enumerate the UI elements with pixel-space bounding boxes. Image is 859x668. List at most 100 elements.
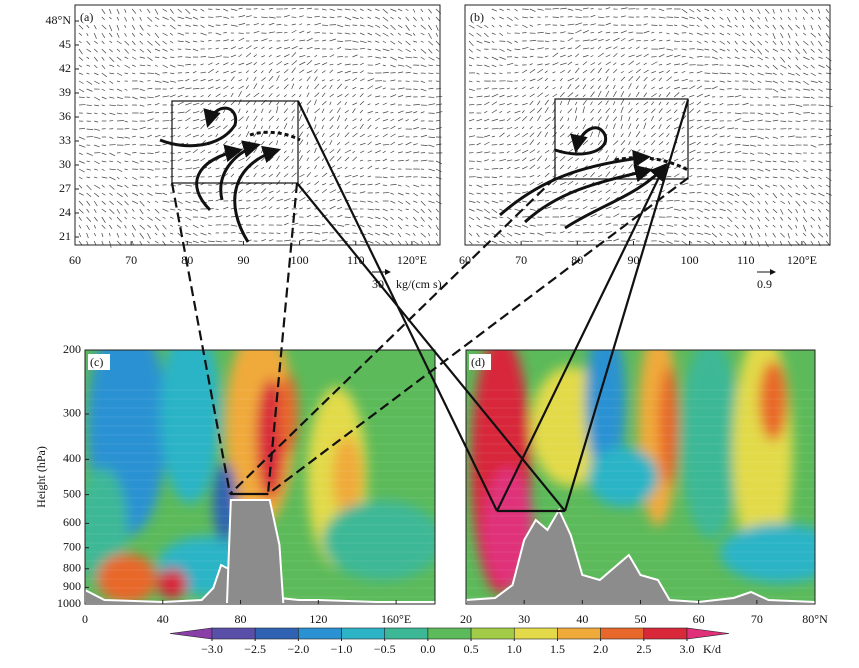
wind-vector xyxy=(116,184,123,188)
wind-vector xyxy=(359,159,364,162)
wind-vector xyxy=(537,63,543,66)
wind-vector xyxy=(719,240,724,244)
wind-vector xyxy=(390,56,397,61)
wind-vector xyxy=(772,32,776,40)
wind-vector xyxy=(291,222,299,226)
wind-vector xyxy=(491,64,497,68)
wind-vector xyxy=(727,40,731,44)
wind-vector xyxy=(299,197,306,202)
wind-vector xyxy=(321,183,327,186)
wind-vector xyxy=(544,206,552,210)
wind-vector xyxy=(336,107,341,114)
wind-vector xyxy=(314,175,318,178)
wind-vector xyxy=(468,80,473,83)
wind-vector xyxy=(390,192,394,195)
wind-vector xyxy=(215,47,219,50)
wind-vector xyxy=(636,224,643,226)
wind-vector xyxy=(344,8,351,11)
x-tick-label: 70 xyxy=(515,253,527,267)
wind-vector xyxy=(329,93,334,98)
wind-vector xyxy=(246,15,252,18)
wind-vector xyxy=(238,133,242,138)
wind-vector xyxy=(375,32,381,37)
field-blob xyxy=(322,500,435,581)
wind-vector xyxy=(169,224,173,227)
wind-vector xyxy=(468,32,474,37)
wind-vector xyxy=(567,84,572,90)
wind-vector xyxy=(375,182,381,186)
wind-vector xyxy=(329,109,333,114)
wind-vector xyxy=(207,125,215,130)
wind-vector xyxy=(658,149,665,154)
wind-vector xyxy=(476,80,480,83)
wind-vector xyxy=(605,115,609,122)
wind-vector xyxy=(787,192,793,198)
wind-vector xyxy=(780,176,785,179)
wind-vector xyxy=(658,240,665,244)
wind-vector xyxy=(575,53,580,58)
wind-vector xyxy=(261,239,267,242)
wind-vector xyxy=(818,216,821,222)
wind-vector xyxy=(382,48,390,52)
wind-vector xyxy=(78,72,84,75)
wind-vector xyxy=(283,62,289,66)
y-tick-label: 24 xyxy=(59,205,71,219)
wind-vector xyxy=(559,197,565,202)
wind-vector xyxy=(643,47,648,50)
wind-vector xyxy=(321,101,327,106)
wind-vector xyxy=(276,117,280,122)
wind-vector xyxy=(147,152,154,154)
wind-vector xyxy=(560,54,566,58)
wind-vector xyxy=(109,40,113,44)
wind-vector xyxy=(468,103,475,106)
colorbar-tick-label: 0.5 xyxy=(464,642,479,656)
wind-vector xyxy=(529,240,534,243)
wind-vector xyxy=(405,224,409,227)
wind-vector xyxy=(223,183,227,186)
wind-vector xyxy=(681,8,688,14)
wind-vector xyxy=(397,151,403,154)
wind-vector xyxy=(116,192,123,198)
wind-vector xyxy=(582,30,589,34)
wind-vector xyxy=(162,16,169,20)
wind-vector xyxy=(476,240,480,243)
wind-vector xyxy=(605,38,610,42)
wind-vector xyxy=(245,85,249,90)
wind-vector xyxy=(575,198,580,202)
wind-vector xyxy=(147,87,153,90)
wind-vector xyxy=(86,128,94,131)
wind-vector xyxy=(185,200,191,204)
wind-vector xyxy=(147,24,151,28)
wind-vector xyxy=(344,32,351,35)
wind-vector xyxy=(620,54,625,58)
wind-vector xyxy=(552,79,556,82)
wind-vector xyxy=(484,134,491,138)
wind-vector xyxy=(268,196,274,202)
wind-vector xyxy=(109,64,115,67)
terrain xyxy=(466,507,815,604)
wind-vector xyxy=(742,120,750,123)
wind-vector xyxy=(537,77,543,82)
wind-vector xyxy=(537,232,544,236)
wind-vector xyxy=(711,40,716,43)
wind-vector xyxy=(780,40,784,46)
wind-vector xyxy=(651,149,655,154)
wind-vector xyxy=(298,85,302,90)
wind-vector xyxy=(154,40,161,46)
wind-vector xyxy=(552,71,556,74)
field-blob xyxy=(157,568,188,599)
wind-vector xyxy=(86,96,90,98)
wind-vector xyxy=(215,167,220,170)
wind-vector xyxy=(412,24,417,28)
wind-vector xyxy=(605,206,612,210)
wind-vector xyxy=(491,32,496,35)
wind-vector xyxy=(590,78,595,82)
wind-vector xyxy=(719,175,724,178)
wind-vector xyxy=(620,140,626,146)
wind-vector xyxy=(567,54,573,58)
wind-vector xyxy=(605,197,611,202)
wind-vector xyxy=(382,8,388,14)
wind-vector xyxy=(590,172,595,178)
wind-vector xyxy=(276,71,280,74)
wind-vector xyxy=(435,176,442,180)
